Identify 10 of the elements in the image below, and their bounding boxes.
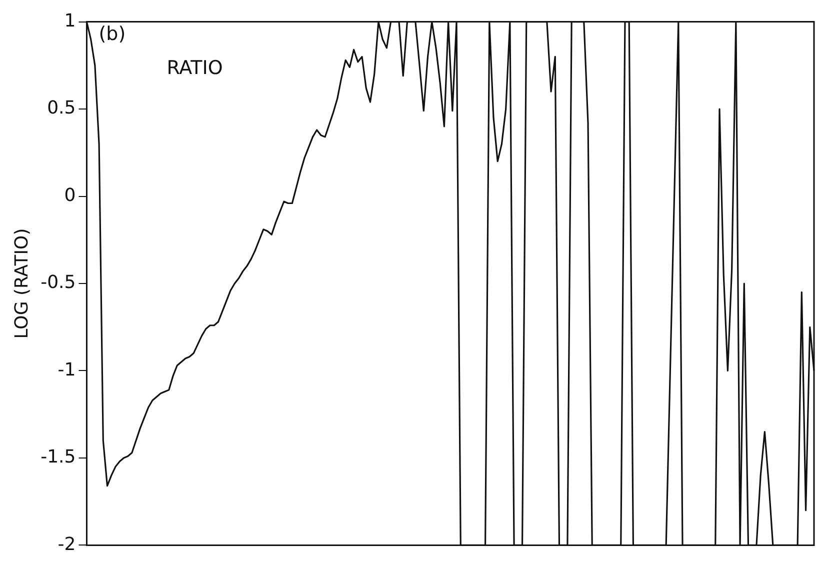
y-axis-title: LOG (RATIO) bbox=[11, 228, 32, 339]
y-tick-label: 0.5 bbox=[47, 98, 76, 119]
text: RATIO bbox=[166, 57, 223, 80]
y-tick-label: -1.5 bbox=[40, 446, 76, 468]
y-tick-label: 1 bbox=[64, 10, 76, 32]
y-tick-label: -2 bbox=[58, 534, 76, 555]
y-tick-label: -1 bbox=[58, 359, 76, 380]
y-tick-label: -0.5 bbox=[40, 272, 76, 294]
annotation: (b) bbox=[98, 23, 126, 46]
y-tick-label: 0 bbox=[64, 184, 76, 206]
